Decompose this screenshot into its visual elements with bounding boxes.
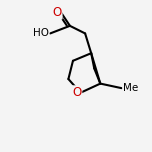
Text: HO: HO [33,28,49,38]
Text: O: O [72,86,81,99]
Text: O: O [52,6,62,19]
Text: Me: Me [123,83,138,93]
